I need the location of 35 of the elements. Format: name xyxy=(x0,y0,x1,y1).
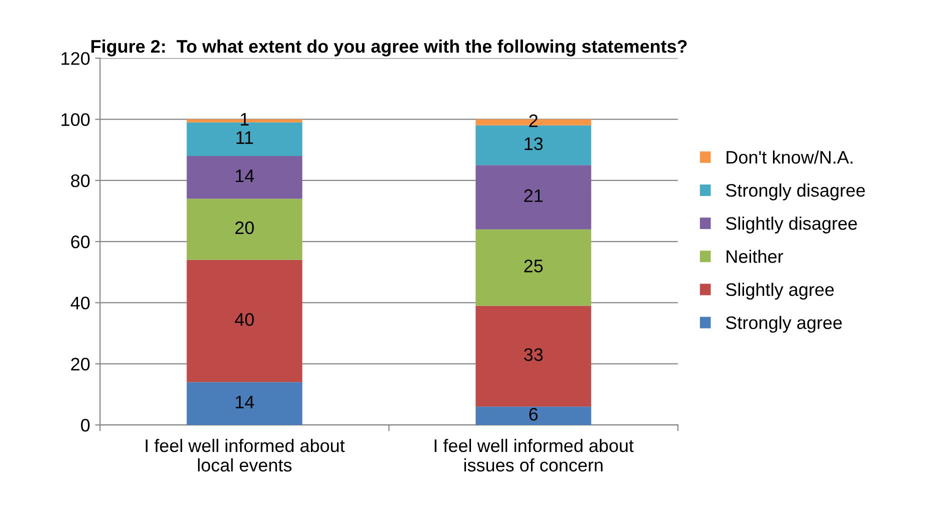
bar xyxy=(186,382,302,425)
data-label: 25 xyxy=(524,260,543,272)
bar xyxy=(476,306,592,407)
y-tick-label: 60 xyxy=(71,236,90,248)
legend-label: Slightly disagree xyxy=(726,216,857,234)
data-label: 20 xyxy=(235,221,254,234)
chart-title: Figure 2: To what extent do you agree with the following statements? xyxy=(91,40,687,56)
y-tick-label: 100 xyxy=(62,113,90,126)
x-tick-label: I feel well informed about issues of concern xyxy=(434,438,634,472)
legend-label: Strongly disagree xyxy=(726,184,865,200)
data-label: 40 xyxy=(234,313,254,326)
y-tick-label: 120 xyxy=(62,52,90,65)
legend-label: Neither xyxy=(726,250,784,263)
bar xyxy=(476,165,592,230)
bar xyxy=(186,260,302,382)
bar xyxy=(476,229,592,306)
data-label: 21 xyxy=(524,189,543,202)
data-label: 6 xyxy=(529,408,538,421)
legend-label: Strongly agree xyxy=(726,316,842,333)
y-tick-label: 20 xyxy=(71,358,90,371)
y-tick-label: 40 xyxy=(70,296,90,310)
data-label: 13 xyxy=(524,137,543,150)
data-label: 33 xyxy=(524,348,543,362)
bar xyxy=(476,125,592,166)
bar xyxy=(186,198,302,260)
bar xyxy=(476,406,592,425)
y-tick-label: 80 xyxy=(71,174,90,188)
data-label: 11 xyxy=(236,131,253,144)
x-tick-label: I feel well informed about local events xyxy=(146,438,345,472)
y-tick-label: 0 xyxy=(80,418,90,432)
data-label: 14 xyxy=(236,170,254,182)
data-label: 14 xyxy=(236,396,254,408)
bar xyxy=(186,156,302,199)
legend-label: Don't know/N.A. xyxy=(726,150,852,164)
legend-label: Slightly agree xyxy=(726,282,834,300)
